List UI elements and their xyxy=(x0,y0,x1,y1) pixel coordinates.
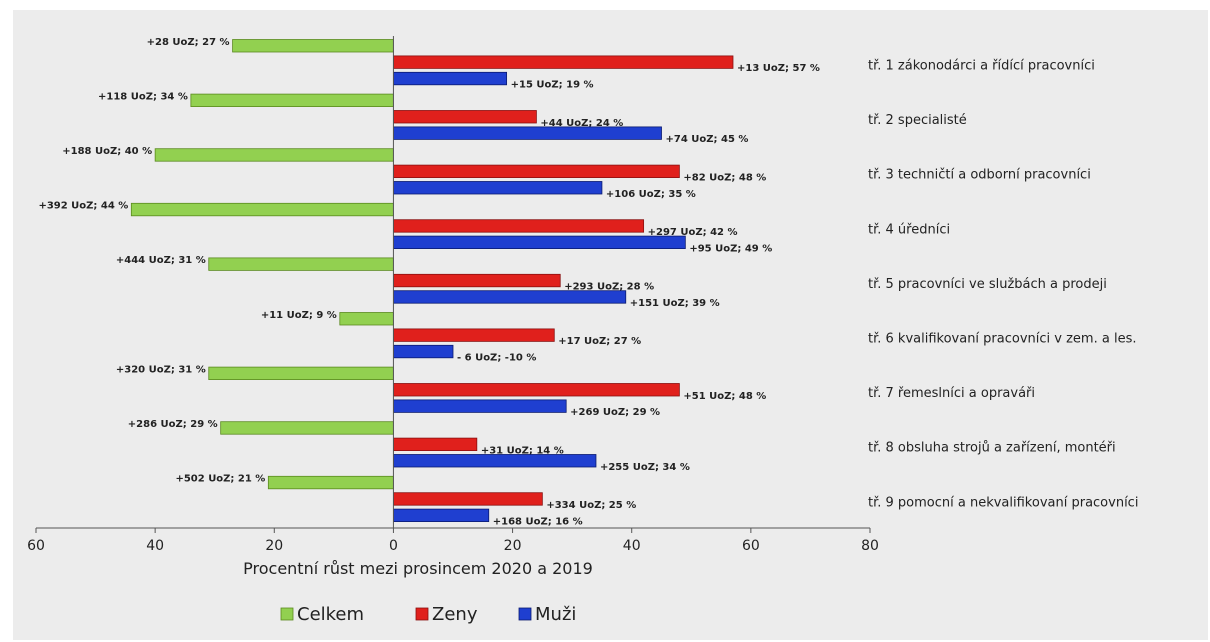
data-label: +188 UoZ; 40 % xyxy=(62,146,152,157)
bar-celkem xyxy=(232,39,394,53)
bar-zeny xyxy=(393,437,478,452)
category-label: tř. 3 techničtí a odborní pracovníci xyxy=(868,168,1091,183)
data-label: +293 UoZ; 28 % xyxy=(564,282,654,293)
x-tick-label: 0 xyxy=(389,538,398,554)
data-label: +95 UoZ; 49 % xyxy=(689,243,772,254)
bar-celkem xyxy=(130,202,394,217)
data-label: +444 UoZ; 31 % xyxy=(116,255,206,266)
x-tick-label: 20 xyxy=(265,538,283,554)
data-label: +28 UoZ; 27 % xyxy=(147,37,230,48)
category-label: tř. 7 řemeslníci a opraváři xyxy=(868,386,1035,401)
x-tick-label: 40 xyxy=(146,538,164,554)
data-label: +320 UoZ; 31 % xyxy=(116,364,206,375)
x-tick-label: 60 xyxy=(742,538,760,554)
x-tick-label: 20 xyxy=(504,538,522,554)
x-axis-title: Procentní růst mezi prosincem 2020 a 201… xyxy=(243,559,593,578)
data-label: +44 UoZ; 24 % xyxy=(540,118,623,129)
bar-muži xyxy=(393,235,686,250)
bar-zeny xyxy=(393,164,680,179)
data-label: +17 UoZ; 27 % xyxy=(558,336,641,347)
bar-celkem xyxy=(220,421,394,435)
data-label: - 6 UoZ; -10 % xyxy=(457,353,536,364)
data-label: +297 UoZ; 42 % xyxy=(648,227,738,238)
bar-zeny xyxy=(393,383,680,397)
data-label: +13 UoZ; 57 % xyxy=(737,63,820,74)
legend-swatch xyxy=(280,607,294,621)
data-label: +151 UoZ; 39 % xyxy=(630,298,720,309)
data-label: +106 UoZ; 35 % xyxy=(606,189,696,200)
legend-label: Zeny xyxy=(432,604,478,625)
data-label: +15 UoZ; 19 % xyxy=(511,80,594,91)
legend-swatch xyxy=(415,607,429,621)
category-label: tř. 4 úředníci xyxy=(868,222,950,237)
data-label: +31 UoZ; 14 % xyxy=(481,445,564,456)
data-label: +286 UoZ; 29 % xyxy=(128,419,218,430)
x-tick-label: 60 xyxy=(27,538,45,554)
data-label: +51 UoZ; 48 % xyxy=(683,391,766,402)
bar-zeny xyxy=(393,55,734,69)
bar-muži xyxy=(393,126,662,140)
bar-zeny xyxy=(393,273,561,288)
bar-muži xyxy=(393,344,454,359)
legend-label: Celkem xyxy=(297,604,364,625)
data-label: +392 UoZ; 44 % xyxy=(38,201,128,212)
bar-celkem xyxy=(339,312,394,326)
bar-celkem xyxy=(267,475,394,490)
legend-swatch xyxy=(518,607,532,621)
category-label: tř. 1 zákonodárci a řídící pracovníci xyxy=(868,59,1095,74)
bar-celkem xyxy=(208,257,394,271)
data-label: +269 UoZ; 29 % xyxy=(570,407,660,418)
bar-celkem xyxy=(208,366,394,381)
bar-chart: tř. 1 zákonodárci a řídící pracovníci tř.… xyxy=(27,36,1138,625)
category-label: tř. 6 kvalifikovaní pracovníci v zem. a … xyxy=(868,332,1136,347)
bar-muži xyxy=(393,399,567,413)
bar-celkem xyxy=(190,93,394,107)
data-label: +168 UoZ; 16 % xyxy=(493,516,583,527)
category-label: tř. 5 pracovníci ve službách a prodeji xyxy=(868,277,1107,292)
category-label: tř. 2 specialisté xyxy=(868,113,967,128)
bar-zeny xyxy=(393,492,543,506)
bar-celkem xyxy=(154,148,394,162)
chart-area: tř. 1 zákonodárci a řídící pracovníci tř.… xyxy=(13,10,1208,640)
category-label: tř. 9 pomocní a nekvalifikovaní pracovní… xyxy=(868,495,1138,510)
data-label: +118 UoZ; 34 % xyxy=(98,91,188,102)
bar-zeny xyxy=(393,219,645,233)
legend-label: Muži xyxy=(535,604,576,625)
bar-muži xyxy=(393,290,627,304)
category-label: tř. 8 obsluha strojů a zařízení, montéři xyxy=(868,441,1116,456)
data-label: +334 UoZ; 25 % xyxy=(546,500,636,511)
data-label: +74 UoZ; 45 % xyxy=(666,134,749,145)
bar-muži xyxy=(393,508,490,523)
data-label: +11 UoZ; 9 % xyxy=(261,310,337,321)
bar-zeny xyxy=(393,328,555,342)
bar-zeny xyxy=(393,110,537,124)
data-label: +502 UoZ; 21 % xyxy=(175,474,265,485)
bar-muži xyxy=(393,71,508,86)
bar-muži xyxy=(393,454,597,468)
x-tick-label: 80 xyxy=(861,538,879,554)
data-label: +82 UoZ; 48 % xyxy=(683,172,766,183)
x-tick-label: 40 xyxy=(623,538,641,554)
bar-muži xyxy=(393,181,603,195)
data-label: +255 UoZ; 34 % xyxy=(600,462,690,473)
